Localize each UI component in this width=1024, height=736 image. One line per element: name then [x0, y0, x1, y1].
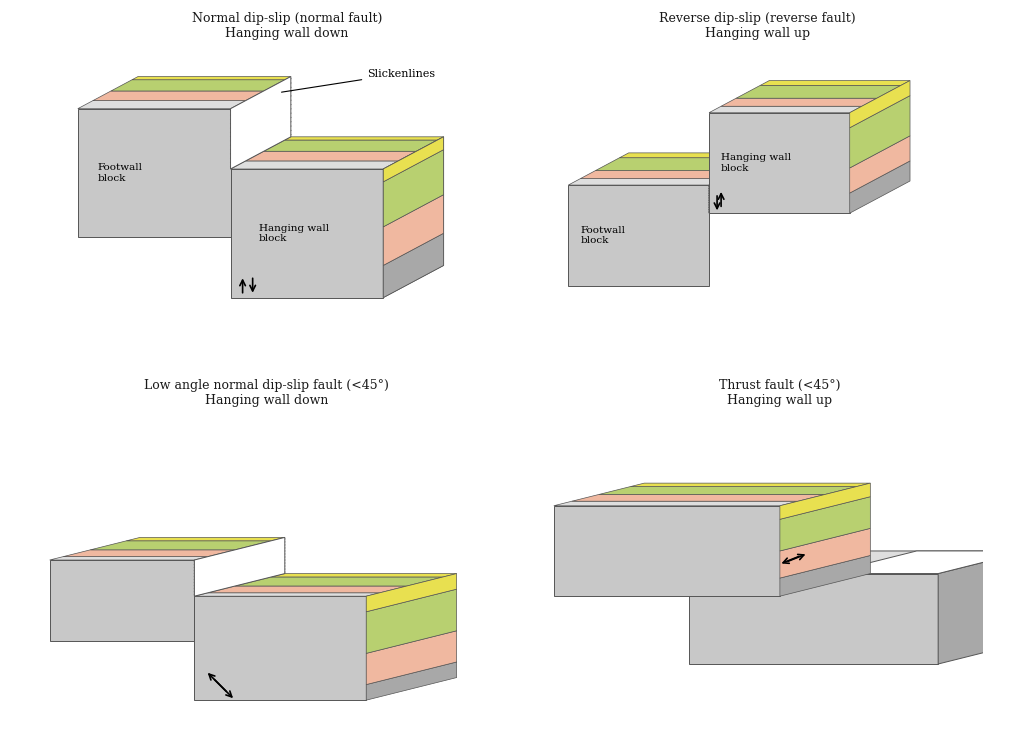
Polygon shape — [709, 106, 862, 113]
Text: Footwall
block: Footwall block — [98, 163, 143, 183]
Polygon shape — [850, 96, 910, 168]
Polygon shape — [236, 577, 443, 586]
Polygon shape — [127, 537, 285, 541]
Text: Hanging wall
block: Hanging wall block — [259, 224, 329, 243]
Polygon shape — [568, 185, 709, 286]
Polygon shape — [780, 497, 870, 551]
Polygon shape — [709, 153, 769, 213]
Polygon shape — [383, 149, 443, 227]
Polygon shape — [78, 101, 246, 109]
Polygon shape — [208, 586, 407, 592]
Polygon shape — [736, 85, 901, 98]
Polygon shape — [689, 551, 1024, 573]
Text: Low angle normal dip-slip fault (<45°)
Hanging wall down: Low angle normal dip-slip fault (<45°) H… — [144, 379, 389, 407]
Polygon shape — [568, 179, 721, 185]
Polygon shape — [230, 77, 291, 169]
Polygon shape — [571, 495, 825, 501]
Polygon shape — [760, 80, 910, 85]
Polygon shape — [230, 161, 398, 169]
Polygon shape — [826, 551, 1024, 573]
Polygon shape — [596, 158, 760, 171]
Text: Slickenlines: Slickenlines — [282, 68, 435, 92]
Polygon shape — [111, 79, 285, 91]
Polygon shape — [383, 195, 443, 266]
Polygon shape — [50, 556, 208, 560]
Polygon shape — [63, 550, 236, 556]
Polygon shape — [195, 596, 367, 700]
Text: Hanging wall
block: Hanging wall block — [721, 153, 792, 173]
Polygon shape — [721, 98, 877, 106]
Polygon shape — [850, 161, 910, 213]
Polygon shape — [581, 171, 736, 179]
Polygon shape — [780, 528, 870, 578]
Polygon shape — [367, 631, 457, 684]
Polygon shape — [264, 140, 437, 152]
Polygon shape — [631, 483, 870, 486]
Text: Footwall
block: Footwall block — [581, 226, 626, 245]
Polygon shape — [780, 556, 870, 596]
Polygon shape — [780, 483, 870, 520]
Polygon shape — [620, 153, 769, 158]
Polygon shape — [383, 137, 443, 182]
Polygon shape — [285, 137, 443, 140]
Text: Reverse dip-slip (reverse fault)
Hanging wall up: Reverse dip-slip (reverse fault) Hanging… — [659, 13, 856, 40]
Polygon shape — [132, 77, 291, 79]
Polygon shape — [850, 136, 910, 193]
Polygon shape — [78, 109, 230, 237]
Polygon shape — [689, 573, 938, 664]
Polygon shape — [938, 551, 1024, 664]
Text: Normal dip-slip (normal fault)
Hanging wall down: Normal dip-slip (normal fault) Hanging w… — [191, 13, 382, 40]
Polygon shape — [230, 169, 383, 297]
Polygon shape — [367, 590, 457, 654]
Polygon shape — [93, 91, 264, 101]
Polygon shape — [383, 137, 443, 297]
Polygon shape — [271, 573, 457, 577]
Polygon shape — [554, 506, 780, 596]
Polygon shape — [383, 233, 443, 297]
Polygon shape — [50, 560, 195, 641]
Text: Thrust fault (<45°)
Hanging wall up: Thrust fault (<45°) Hanging wall up — [719, 379, 841, 407]
Polygon shape — [709, 113, 850, 213]
Polygon shape — [246, 152, 417, 161]
Polygon shape — [195, 537, 285, 596]
Polygon shape — [850, 80, 910, 128]
Polygon shape — [554, 501, 798, 506]
Polygon shape — [195, 592, 380, 596]
Polygon shape — [599, 486, 857, 495]
Polygon shape — [367, 573, 457, 612]
Polygon shape — [367, 662, 457, 700]
Polygon shape — [90, 541, 271, 550]
